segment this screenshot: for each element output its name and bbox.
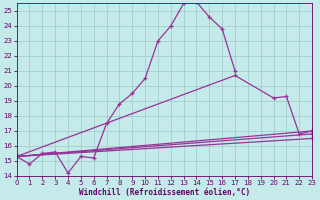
X-axis label: Windchill (Refroidissement éolien,°C): Windchill (Refroidissement éolien,°C) bbox=[79, 188, 250, 197]
